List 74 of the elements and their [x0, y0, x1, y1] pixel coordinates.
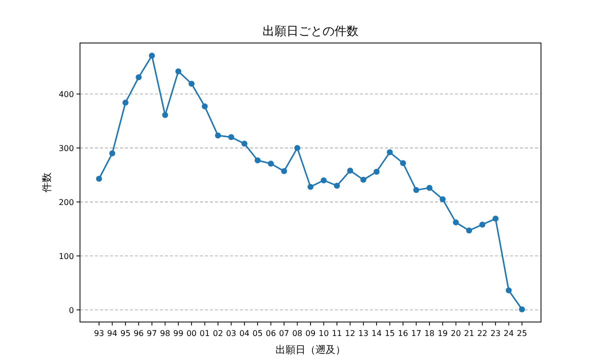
x-tick-label: 93: [94, 329, 104, 338]
point: [294, 144, 300, 151]
point: [426, 184, 432, 191]
x-tick-label: 22: [477, 329, 488, 338]
point: [281, 168, 288, 174]
x-tick-label: 15: [384, 329, 395, 338]
point: [122, 100, 128, 106]
y-tick-label: 100: [58, 252, 74, 261]
x-tick-label: 06: [266, 329, 276, 338]
point: [413, 187, 420, 194]
point: [466, 228, 472, 234]
x-tick-label: 98: [160, 329, 170, 338]
point: [479, 222, 486, 228]
point: [334, 182, 340, 189]
x-tick-label: 19: [438, 329, 448, 338]
y-tick-label: 0: [68, 306, 74, 315]
point: [440, 196, 446, 202]
x-tick-label: 00: [186, 329, 197, 338]
point: [518, 306, 525, 312]
x-tick-label: 11: [332, 329, 342, 338]
x-tick-label: 10: [318, 329, 329, 338]
point: [360, 176, 366, 183]
y-axis-title: 件数: [42, 172, 53, 192]
point: [386, 149, 393, 156]
x-tick-label: 13: [358, 329, 368, 338]
point: [308, 184, 314, 190]
x-tick-label: 20: [450, 329, 461, 338]
point: [506, 287, 512, 294]
point: [228, 134, 234, 140]
x-tick-label: 14: [371, 329, 382, 338]
point: [347, 168, 354, 174]
point: [374, 168, 380, 175]
x-tick-label: 05: [252, 329, 263, 338]
x-tick-label: 17: [411, 329, 422, 338]
point: [136, 74, 142, 80]
x-tick-label: 08: [292, 329, 302, 338]
point: [202, 103, 208, 110]
point: [241, 140, 248, 147]
chart-title: 出願日ごとの件数: [262, 24, 358, 38]
x-tick-label: 07: [278, 329, 290, 338]
y-tick-label: 400: [58, 90, 74, 99]
point: [148, 52, 155, 59]
point: [268, 160, 274, 167]
x-tick-label: 96: [134, 329, 144, 338]
point: [109, 150, 116, 156]
x-tick-label: 01: [200, 329, 210, 338]
x-tick-label: 23: [490, 329, 501, 338]
point: [254, 157, 261, 164]
x-tick-label: 25: [516, 329, 528, 338]
x-tick-label: 02: [212, 329, 224, 338]
point: [188, 80, 195, 87]
point: [96, 176, 102, 182]
point: [492, 216, 499, 222]
x-tick-label: 12: [345, 329, 356, 338]
point: [320, 177, 327, 184]
point: [400, 160, 406, 166]
x-tick-label: 09: [305, 329, 316, 338]
x-tick-label: 95: [120, 329, 131, 338]
x-tick-label: 99: [173, 329, 184, 338]
x-tick-label: 24: [504, 329, 514, 338]
x-tick-label: 18: [424, 329, 435, 338]
x-tick-label: 04: [239, 329, 250, 338]
point: [214, 132, 221, 139]
y-tick-label: 200: [58, 198, 74, 207]
y-tick-label: 300: [58, 144, 74, 153]
point: [162, 112, 168, 118]
point: [175, 68, 182, 74]
x-tick-label: 94: [107, 329, 118, 338]
x-tick-label: 16: [398, 329, 408, 338]
x-tick-label: 21: [464, 329, 474, 338]
x-axis-title: 出願日（遡及）: [276, 344, 346, 356]
point: [452, 219, 459, 226]
x-tick-label: 03: [226, 329, 236, 338]
x-tick-label: 97: [146, 329, 157, 338]
